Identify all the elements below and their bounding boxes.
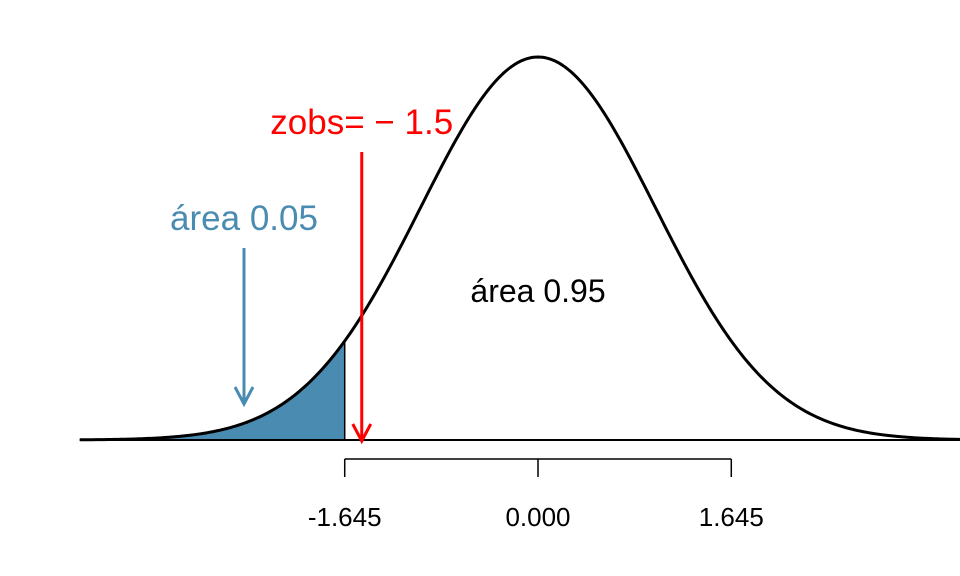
tail-area-label: área 0.05: [170, 199, 318, 238]
x-axis: -1.645 0.000 1.645: [308, 458, 764, 532]
density-curve: [79, 55, 960, 442]
x-tick-label-2: 1.645: [699, 502, 764, 532]
tail-area-arrow-head: [233, 386, 255, 408]
zobs-label: zobs= − 1.5: [270, 103, 453, 142]
zobs-arrow-head: [351, 423, 373, 445]
x-tick-label-0: -1.645: [308, 502, 382, 532]
x-tick-label-1: 0.000: [505, 502, 570, 532]
left-tail-shaded-area: [79, 341, 345, 440]
center-area-label: área 0.95: [470, 273, 605, 309]
